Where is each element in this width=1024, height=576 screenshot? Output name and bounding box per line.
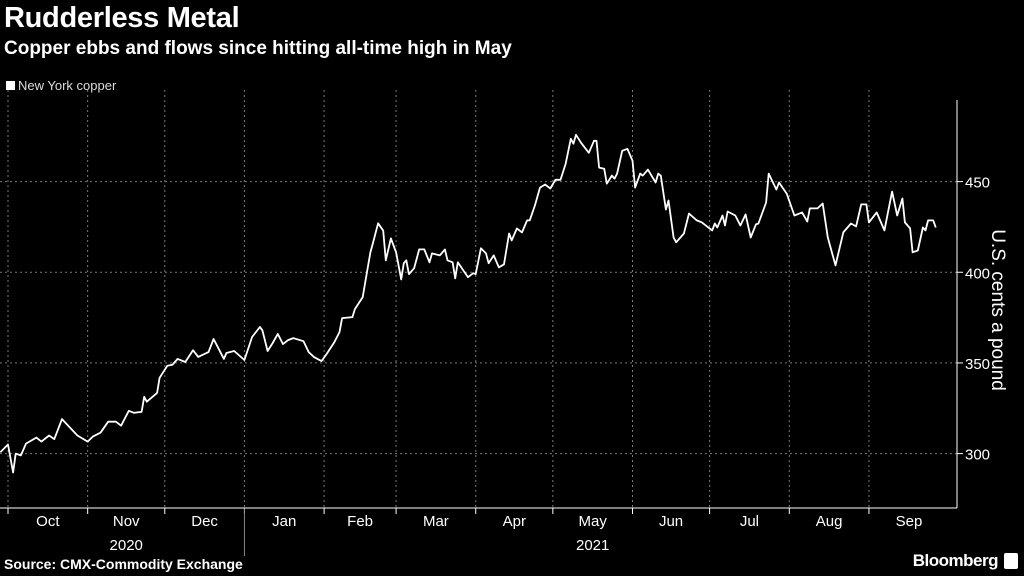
x-tick-label: Nov (113, 513, 140, 530)
x-tick-label: Apr (503, 513, 526, 530)
x-tick-label: Mar (423, 513, 449, 530)
x-tick-label: Oct (36, 513, 60, 530)
y-tick-label: 350 (965, 356, 990, 373)
chart-subtitle: Copper ebbs and flows since hitting all-… (4, 38, 512, 59)
x-tick-label: May (579, 513, 608, 530)
x-tick-label: Dec (191, 513, 218, 530)
legend-swatch (6, 81, 15, 90)
y-tick-label: 300 (965, 447, 990, 464)
chart-title: Rudderless Metal (4, 2, 240, 34)
source-note: Source: CMX-Commodity Exchange (4, 556, 243, 572)
x-tick-label: Jun (659, 513, 683, 530)
x-tick-label: Jan (272, 513, 296, 530)
x-tick-label: Jul (740, 513, 759, 530)
x-tick-label: Sep (896, 513, 923, 530)
x-tick-label: Feb (347, 513, 373, 530)
y-axis-title: U.S. cents a pound (987, 229, 1008, 391)
y-tick-label: 400 (965, 265, 990, 282)
legend-label: New York copper (18, 78, 117, 93)
bloomberg-logo: Bloomberg (912, 551, 999, 570)
bloomberg-terminal-icon (1004, 553, 1018, 569)
x-tick-label: Aug (816, 513, 843, 530)
year-label: 2020 (110, 537, 143, 554)
series-line-new-york-copper (0, 133, 937, 474)
year-label: 2021 (576, 537, 609, 554)
legend: New York copper (6, 78, 116, 93)
y-tick-label: 450 (965, 175, 990, 192)
